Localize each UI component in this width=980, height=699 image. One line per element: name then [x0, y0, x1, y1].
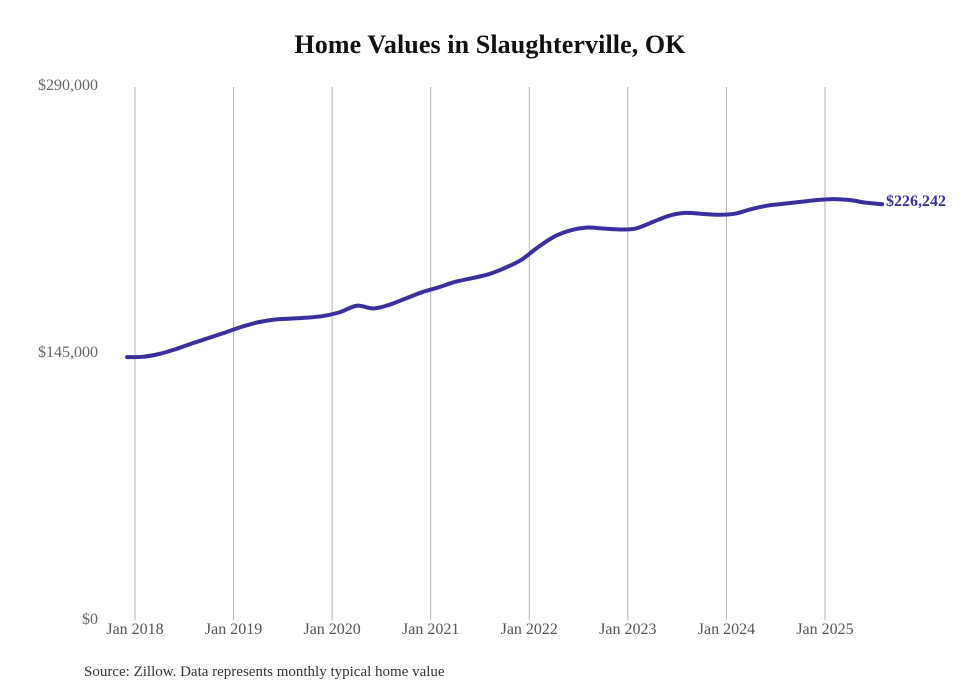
vertical-gridlines	[134, 87, 826, 620]
source-note: Source: Zillow. Data represents monthly …	[84, 664, 445, 680]
x-axis-tick-label-jan-2025: Jan 2025	[796, 621, 854, 638]
x-axis-tick-label-jan-2018: Jan 2018	[106, 621, 164, 638]
y-axis-tick-label-zero: $0	[82, 611, 98, 628]
x-axis-tick-label-jan-2020: Jan 2020	[303, 621, 361, 638]
x-axis-tick-label-jan-2024: Jan 2024	[697, 621, 756, 638]
y-axis-tick-label-top: $290,000	[38, 77, 98, 94]
x-axis-tick-label-jan-2022: Jan 2022	[500, 621, 558, 638]
x-axis-tick-label-jan-2021: Jan 2021	[402, 621, 460, 638]
chart-title: Home Values in Slaughterville, OK	[294, 30, 686, 59]
home-value-trend-line	[125, 197, 885, 360]
y-axis-tick-label-mid: $145,000	[38, 344, 98, 361]
x-axis-tick-label-jan-2019: Jan 2019	[204, 621, 263, 638]
end-value-annotation: $226,242	[886, 193, 946, 211]
x-axis-tick-label-jan-2023: Jan 2023	[599, 621, 657, 638]
